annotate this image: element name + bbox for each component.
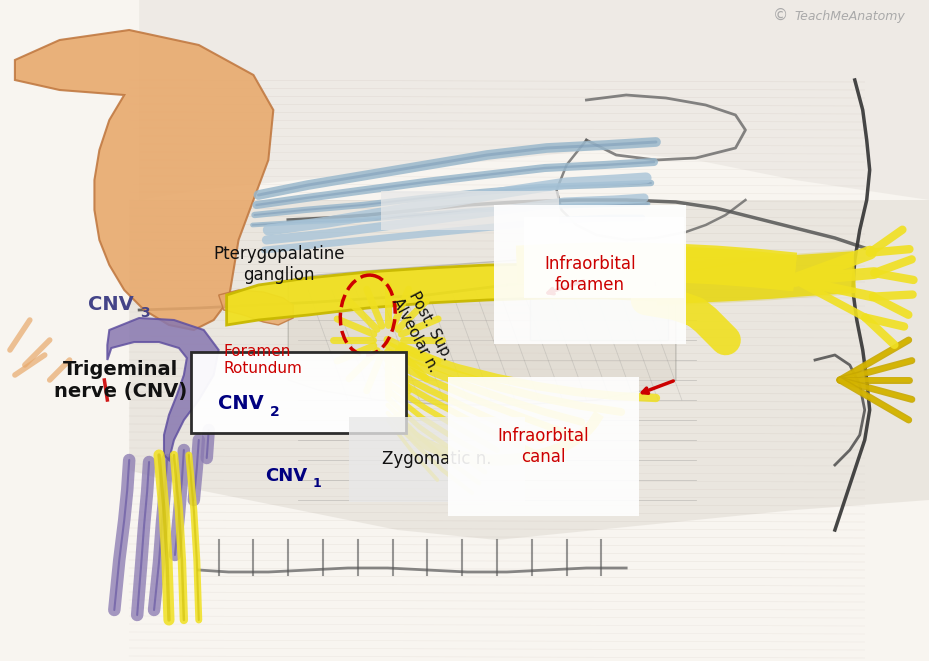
FancyBboxPatch shape — [381, 191, 558, 230]
Text: TeachMeAnatomy: TeachMeAnatomy — [795, 10, 905, 23]
Text: Zygomatic n.: Zygomatic n. — [382, 450, 492, 469]
Text: Infraorbital
canal: Infraorbital canal — [497, 427, 589, 465]
Text: ©: © — [772, 8, 788, 23]
Text: Pterygopalatine
ganglion: Pterygopalatine ganglion — [213, 245, 344, 284]
Text: 3: 3 — [140, 306, 150, 320]
Text: CNV: CNV — [88, 295, 134, 313]
Text: Infraorbital
foramen: Infraorbital foramen — [544, 255, 636, 293]
Polygon shape — [129, 200, 929, 540]
Text: 1: 1 — [312, 477, 322, 490]
Text: 2: 2 — [270, 405, 280, 419]
Polygon shape — [219, 290, 294, 325]
FancyBboxPatch shape — [191, 352, 406, 433]
Text: Foramen
Rotundum: Foramen Rotundum — [223, 344, 302, 377]
Text: Trigeminal
nerve (CNV): Trigeminal nerve (CNV) — [54, 360, 187, 401]
Polygon shape — [108, 318, 219, 460]
Polygon shape — [139, 0, 929, 200]
Polygon shape — [288, 260, 676, 405]
Text: Post. Sup.
Alveolar n.: Post. Sup. Alveolar n. — [389, 287, 456, 374]
Polygon shape — [15, 30, 273, 330]
FancyBboxPatch shape — [524, 217, 683, 298]
Text: CNV: CNV — [265, 467, 307, 485]
Polygon shape — [226, 264, 656, 325]
FancyBboxPatch shape — [530, 246, 668, 340]
Text: CNV: CNV — [219, 394, 265, 412]
